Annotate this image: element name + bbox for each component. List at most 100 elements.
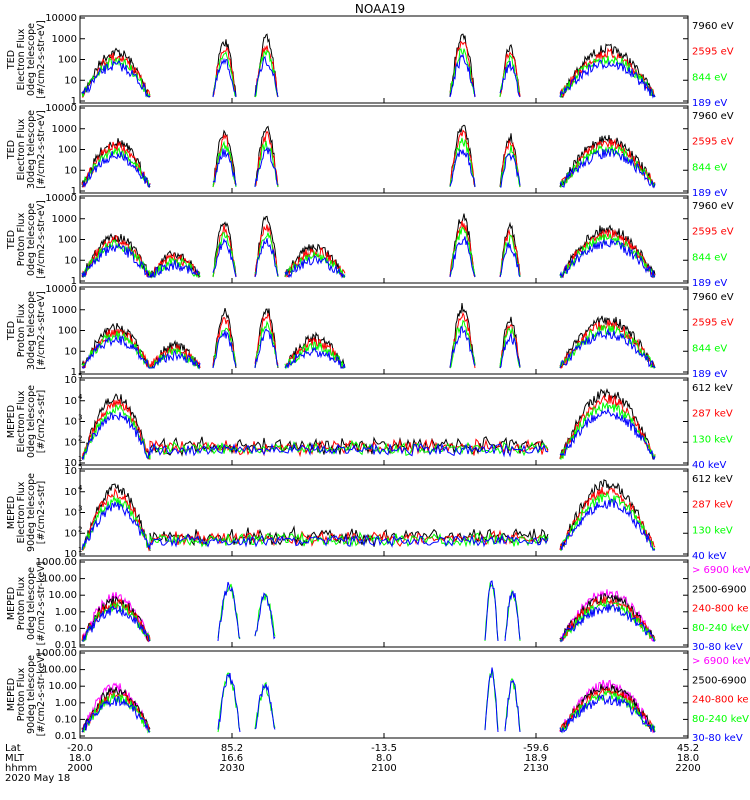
y-axis-label-line: 90deg telescope xyxy=(26,655,37,734)
trace-group xyxy=(81,33,656,99)
series-trace-red xyxy=(81,595,656,642)
series-trace-blue xyxy=(81,498,656,551)
legend-entry: > 6900 keV xyxy=(692,656,750,667)
y-tick-label: 10 xyxy=(64,75,77,86)
x-axis-value: 18.0 xyxy=(69,753,91,764)
trace-group xyxy=(81,213,656,279)
y-tick-label: 10 xyxy=(64,487,77,498)
y-tick-label: 10000 xyxy=(45,193,77,204)
y-axis-label-line: [#/cm2-s-str-keV] xyxy=(36,653,47,737)
y-tick-label: 10 xyxy=(64,549,77,560)
panel-7: MEPED Proton Flux 0deg telescope [#/cm2-s-s… xyxy=(6,557,750,653)
y-tick-label: 1 xyxy=(71,186,77,197)
panel-6: MEPED Electron Flux 90deg telescope [#/cm2-… xyxy=(6,463,733,562)
y-tick-exponent: 4 xyxy=(78,484,83,492)
series-trace-blue xyxy=(81,407,656,461)
x-axis-value: 8.0 xyxy=(376,753,392,764)
y-tick-label: 1000.00 xyxy=(36,557,77,568)
y-axis-label-line: 30deg telescope xyxy=(26,110,37,189)
y-axis-label-line: MEPED xyxy=(6,496,17,529)
y-axis-label-line: MEPED xyxy=(6,678,17,711)
x-axis-value: 2130 xyxy=(523,763,548,774)
legend-entry: 7960 eV xyxy=(692,21,734,32)
series-trace-blue xyxy=(81,53,656,99)
y-axis-label-line: 0deg telescope xyxy=(26,203,37,276)
y-tick-label: 10 xyxy=(64,466,77,477)
legend-entry: 189 eV xyxy=(692,188,727,199)
x-axis-value: 16.6 xyxy=(221,753,243,764)
panel-8: MEPED Proton Flux 90deg telescope [#/cm2-s-… xyxy=(6,648,750,744)
legend-entry: 612 keV xyxy=(692,474,733,485)
series-trace-green xyxy=(81,48,656,98)
y-tick-label: 10 xyxy=(64,417,77,428)
legend-entry: 7960 eV xyxy=(692,292,734,303)
y-tick-label: 10 xyxy=(64,165,77,176)
y-tick-label: 100 xyxy=(58,235,77,246)
y-tick-label: 10.00 xyxy=(48,590,77,601)
y-axis-label-line: TED xyxy=(6,140,17,160)
y-tick-label: 100.00 xyxy=(42,665,77,676)
legend-entry: 240-800 ke xyxy=(692,695,749,706)
x-axis-value: 18.0 xyxy=(677,753,699,764)
series-trace-blue xyxy=(81,146,656,189)
panels-group: TED Electron Flux 0deg telescope [#/cm2-s-s… xyxy=(6,13,750,744)
y-tick-label: 10 xyxy=(64,346,77,357)
series-trace-magenta xyxy=(81,589,656,643)
y-tick-label: 1.00 xyxy=(55,607,77,618)
legend-entry: 2595 eV xyxy=(692,318,734,329)
series-trace-blue xyxy=(82,580,655,642)
series-trace-black xyxy=(81,593,656,643)
trace-group xyxy=(81,387,656,461)
date-label: 2020 May 18 xyxy=(5,773,70,784)
x-axis-value: 2200 xyxy=(675,763,700,774)
x-axis-value: 2000 xyxy=(67,763,92,774)
y-axis-label-line: [#/cm2-s-str-eV] xyxy=(36,200,47,279)
x-axis-value: 2030 xyxy=(219,763,244,774)
legend-entry: 2500-6900 xyxy=(692,584,747,595)
y-tick-label: 100 xyxy=(58,326,77,337)
y-axis-label-line: Electron Flux xyxy=(16,390,27,452)
series-trace-green xyxy=(81,137,656,188)
y-tick-label: 0.10 xyxy=(55,623,77,634)
legend-entry: 189 eV xyxy=(692,369,727,380)
y-tick-exponent: 3 xyxy=(78,414,82,422)
y-axis-label-line: 0deg telescope xyxy=(26,23,37,96)
y-axis-label-line: TED xyxy=(6,50,17,70)
legend-entry: 844 eV xyxy=(692,72,727,83)
legend-entry: 80-240 keV xyxy=(692,714,749,725)
y-tick-label: 0.10 xyxy=(55,714,77,725)
series-trace-green xyxy=(81,319,656,370)
y-tick-label: 100.00 xyxy=(42,574,77,585)
y-tick-label: 10000 xyxy=(45,13,77,24)
legend-entry: 287 keV xyxy=(692,409,733,420)
panel-4: TED Proton Flux 30deg telescope [#/cm2-s-st… xyxy=(6,284,734,380)
legend-entry: 80-240 keV xyxy=(692,623,749,634)
series-trace-blue xyxy=(81,236,656,279)
y-axis-label-line: MEPED xyxy=(6,587,17,620)
y-axis-label-line: Proton Flux xyxy=(16,576,27,630)
y-axis-label-line: 30deg telescope xyxy=(26,291,37,370)
y-tick-label: 10 xyxy=(64,508,77,519)
x-axis-value: -59.6 xyxy=(523,743,549,754)
y-axis-label-line: Electron Flux xyxy=(16,118,27,180)
trace-group xyxy=(81,580,656,643)
legend-entry: 189 eV xyxy=(692,98,727,109)
trace-group xyxy=(81,303,656,370)
y-tick-label: 1000 xyxy=(52,124,77,135)
y-axis-label-line: [#/cm2-s-str] xyxy=(36,481,47,544)
y-tick-exponent: 2 xyxy=(78,434,82,442)
series-trace-red xyxy=(81,129,656,188)
series-trace-black xyxy=(81,124,656,189)
legend-entry: 844 eV xyxy=(692,162,727,173)
y-tick-label: 10000 xyxy=(45,103,77,114)
panel-3: TED Proton Flux 0deg telescope [#/cm2-s-str… xyxy=(6,193,734,289)
x-axis-value: 18.9 xyxy=(525,753,547,764)
y-tick-exponent: 4 xyxy=(78,393,83,401)
y-tick-exponent: 3 xyxy=(78,505,82,513)
legend-entry: 130 keV xyxy=(692,434,733,445)
legend-entry: > 6900 keV xyxy=(692,565,750,576)
series-trace-green xyxy=(81,582,656,642)
y-axis-label-line: 0deg telescope xyxy=(26,567,37,640)
legend-entry: 612 keV xyxy=(692,383,733,394)
y-tick-label: 1000 xyxy=(52,214,77,225)
